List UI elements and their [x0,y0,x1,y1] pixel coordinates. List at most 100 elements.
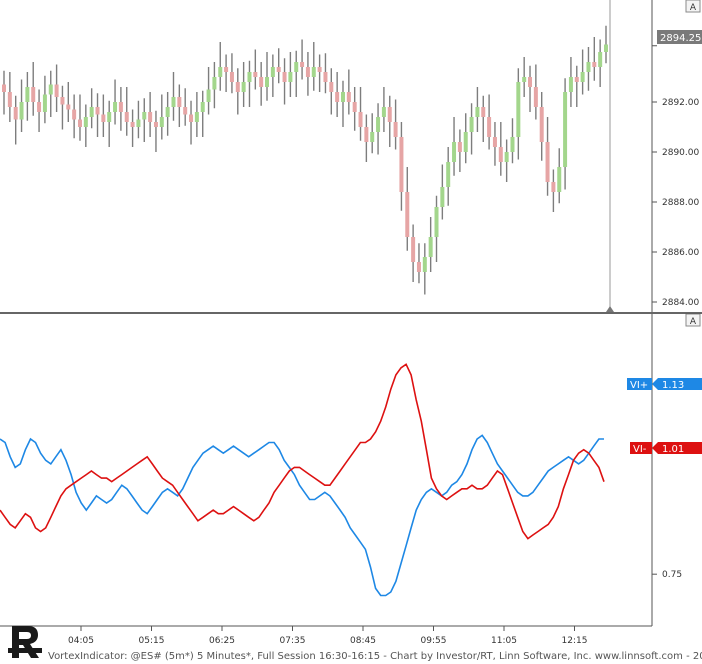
vi-plus-tag: 1.13 [652,378,702,391]
price-bar [498,122,503,176]
price-bar [522,57,527,97]
price-bar [574,65,579,107]
price-bar [194,92,199,137]
price-bar [592,37,597,81]
price-panel: 2892.00 2890.00 2888.00 2886.00 2884.00 2894… [0,0,702,312]
vi-minus-legend-box [630,442,652,454]
x-tick-label: 08:45 [350,636,376,646]
autoscale-label: A [690,3,697,13]
x-tick-label: 05:15 [139,636,165,646]
price-bar [259,62,264,106]
price-bar [311,42,316,91]
price-bar [177,84,182,127]
price-bar [265,52,270,101]
price-bar [370,113,375,154]
price-bar [557,148,562,204]
price-bar [89,88,94,129]
price-bar [77,94,82,141]
price-bar [7,72,12,122]
price-y-tick-label: 2884.00 [662,298,699,308]
price-bar [563,78,568,190]
price-bar [329,68,334,115]
price-bar [323,53,328,94]
price-bar [148,92,153,137]
price-bar [598,39,603,87]
last-price-label: 2894.25 [660,33,701,44]
price-bar [31,62,36,116]
price-bar [551,169,556,212]
price-bar [60,85,65,130]
footer-caption: VortexIndicator: @ES# (5m*) 5 Minutes*, … [48,651,702,662]
price-bar [399,122,404,211]
price-bar [95,93,100,137]
price-bar [48,70,53,117]
price-bars [2,25,608,295]
price-y-tick-label: 2892.00 [662,98,699,108]
price-bar [516,68,521,160]
price-bar [136,100,141,139]
price-bar [118,87,123,131]
price-bar [504,139,509,182]
price-bar [2,70,6,115]
price-bar [235,68,240,115]
vi-plus-tag-box [652,378,702,390]
vi-plus-legend-box [627,378,652,390]
price-bar [130,109,135,147]
price-bar [42,75,47,124]
vortex-y-tick-label: 0.75 [662,570,682,580]
autoscale-button-price[interactable]: A [685,0,701,13]
price-bar [276,48,281,84]
price-bar [247,60,252,107]
price-bar [381,87,386,132]
price-bar [340,80,345,127]
price-y-tick-label: 2888.00 [662,198,699,208]
price-bar [510,118,515,164]
price-bar [54,64,59,112]
vi-plus-series-line [0,434,604,597]
price-bar [539,92,544,161]
price-bar [171,72,176,121]
price-bar [317,54,322,92]
price-bar [411,224,416,282]
price-bar [83,104,88,147]
vi-minus-value: 1.01 [662,444,684,455]
price-bar [253,49,258,90]
vi-minus-legend: VI- [630,442,652,455]
price-bar [440,164,445,220]
last-price-box [657,30,702,44]
price-bar [463,113,468,164]
price-y-tick-label: 2890.00 [662,148,699,158]
price-bar [352,87,357,131]
price-bar [416,243,421,284]
price-bar [492,122,497,166]
autoscale-button-vortex[interactable]: A [685,313,701,327]
price-bar [487,94,492,150]
price-bar [241,62,246,107]
price-bar [452,117,457,176]
last-price-tag: 2894.25 [657,30,702,44]
x-tick-label: 12:15 [562,636,588,646]
price-bar [469,103,474,155]
x-tick-label: 04:05 [68,636,94,646]
price-bar [19,79,24,132]
price-bar [282,58,287,105]
price-bar [528,65,533,112]
price-bar [475,87,480,132]
x-tick-label: 06:25 [209,636,235,646]
price-bar [165,92,170,136]
price-bar [159,94,164,140]
price-bar [586,47,591,91]
price-y-tick-label: 2886.00 [662,248,699,258]
price-bar [212,62,217,109]
x-tick-label: 07:35 [280,636,306,646]
price-bar [346,69,351,115]
price-bar [153,110,158,152]
price-bar [189,100,194,145]
price-bar [580,49,585,95]
vi-plus-legend: VI+ [627,378,652,391]
price-bar [422,243,427,295]
price-bar [288,52,293,97]
price-bar [393,99,398,150]
price-bar [358,87,363,141]
price-bar [305,52,310,96]
